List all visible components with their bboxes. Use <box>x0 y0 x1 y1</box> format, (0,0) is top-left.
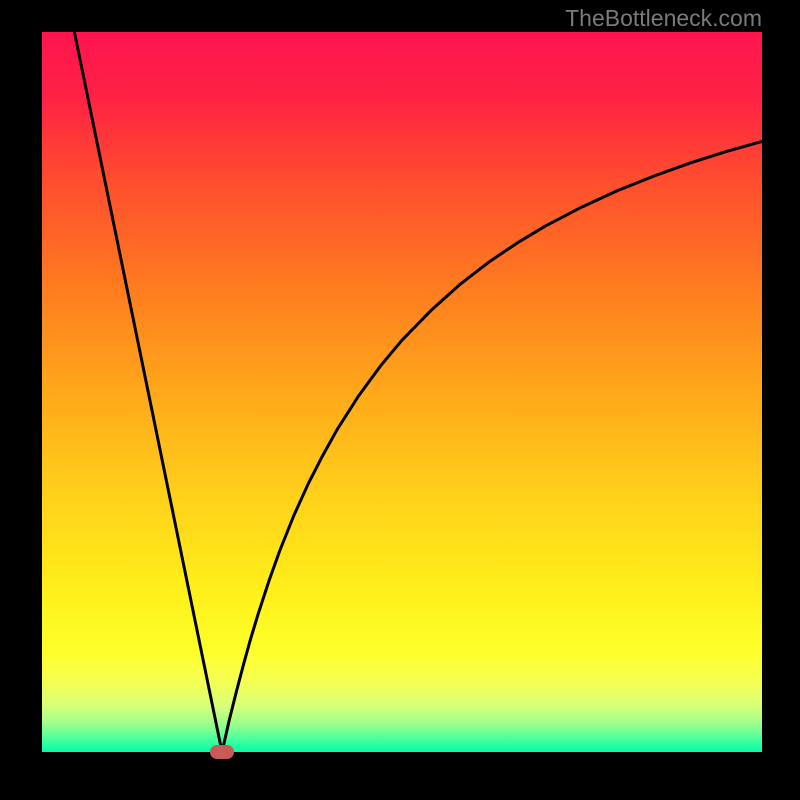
bottleneck-curve <box>0 0 800 800</box>
optimum-marker <box>210 745 234 759</box>
